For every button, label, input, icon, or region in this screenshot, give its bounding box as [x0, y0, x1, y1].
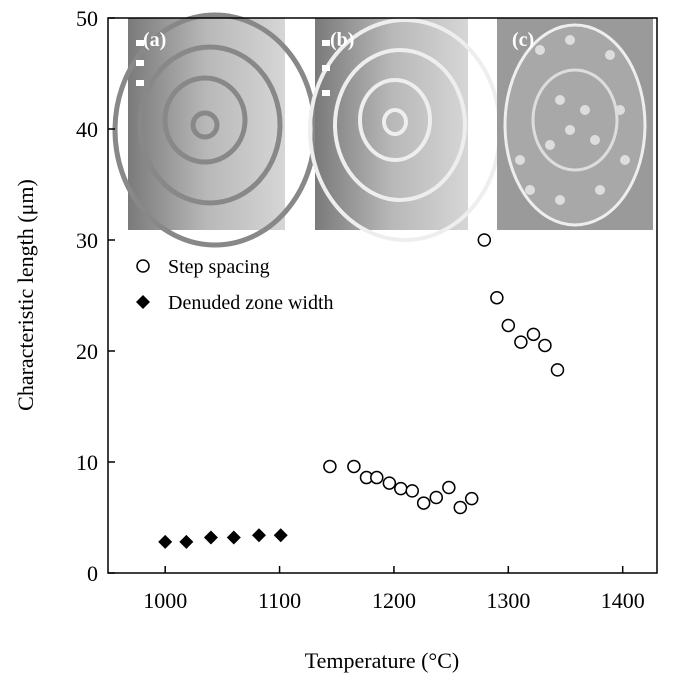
circle-marker: [382, 476, 397, 490]
diamond-marker: [179, 534, 194, 549]
y-tick-label: 0: [87, 561, 98, 586]
x-tick-label: 1400: [601, 588, 645, 613]
panel-label: (b): [330, 29, 354, 51]
inset-a: [112, 12, 318, 248]
legend-marker: [136, 259, 150, 273]
x-tick-label: 1200: [372, 588, 416, 613]
plot-frame: [107, 17, 658, 574]
circle-marker: [323, 459, 337, 474]
circle-marker: [538, 338, 552, 353]
circle-marker: [405, 484, 419, 498]
y-tick-label: 30: [76, 228, 98, 253]
circle-marker: [347, 459, 361, 474]
legend-label: Denuded zone width: [168, 292, 334, 314]
panel-label: (c): [512, 29, 534, 51]
circle-marker: [416, 496, 431, 510]
circle-marker: [394, 481, 408, 496]
y-tick-label: 50: [76, 6, 98, 31]
circle-marker: [442, 480, 456, 495]
diamond-marker: [226, 530, 241, 545]
x-tick-label: 1100: [258, 588, 301, 613]
diamond-marker: [273, 528, 288, 543]
circle-marker: [429, 490, 444, 505]
inset-edge: [136, 40, 330, 96]
diamond-marker: [158, 534, 173, 549]
circle-marker: [501, 318, 516, 333]
circle-marker: [550, 363, 565, 377]
inset-c: [497, 18, 653, 230]
y-tick-label: 10: [76, 450, 98, 475]
legend-label: Step spacing: [168, 256, 270, 278]
diamond-marker: [203, 530, 218, 545]
legend-marker: [136, 295, 150, 309]
inset-b: [308, 18, 502, 242]
x-tick-label: 1000: [143, 588, 187, 613]
circle-marker: [453, 500, 468, 515]
x-tick-label: 1300: [486, 588, 530, 613]
circle-marker: [370, 470, 384, 485]
circle-marker: [477, 233, 492, 247]
y-tick-label: 40: [76, 117, 98, 142]
circle-marker: [464, 491, 479, 506]
y-tick-label: 20: [76, 339, 98, 364]
panel-label: (a): [143, 29, 166, 51]
diamond-marker: [251, 528, 266, 543]
y-axis-label: Characteristic length (μm): [13, 179, 38, 411]
circle-marker: [514, 335, 528, 349]
circle-marker: [526, 327, 541, 342]
inset-images: [112, 12, 653, 248]
x-axis-label: Temperature (°C): [305, 648, 459, 673]
circle-marker: [490, 290, 504, 305]
